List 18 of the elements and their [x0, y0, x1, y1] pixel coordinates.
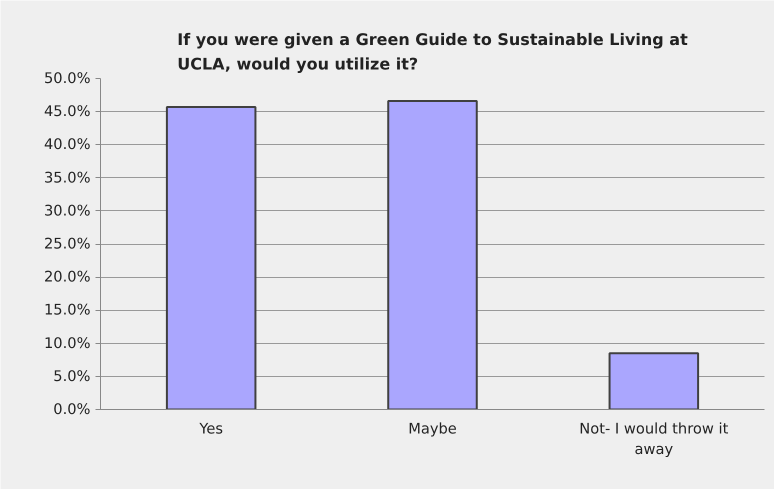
- y-tick-label: 25.0%: [44, 236, 91, 252]
- bar: [387, 100, 478, 410]
- x-tick-label: Yes: [198, 420, 224, 438]
- x-tick-label: Maybe: [408, 420, 457, 438]
- bar: [166, 106, 256, 410]
- chart-title: If you were given a Green Guide to Sustainable Living at UCLA, would you utilize it?: [177, 30, 688, 74]
- y-tick-label: 0.0%: [53, 401, 91, 418]
- bar: [608, 352, 700, 410]
- y-tick-label: 50.0%: [44, 70, 91, 87]
- y-tick-label: 35.0%: [44, 169, 91, 186]
- y-tick-label: 40.0%: [44, 136, 91, 154]
- x-tick-label: Not- I would throw it away: [579, 420, 729, 458]
- y-tick-label: 45.0%: [44, 103, 91, 120]
- y-tick-label: 30.0%: [44, 202, 91, 220]
- y-tick-label: 15.0%: [44, 302, 91, 319]
- y-tick-label: 5.0%: [53, 368, 91, 385]
- y-tick-label: 10.0%: [44, 334, 91, 352]
- y-tick-label: 20.0%: [44, 268, 91, 286]
